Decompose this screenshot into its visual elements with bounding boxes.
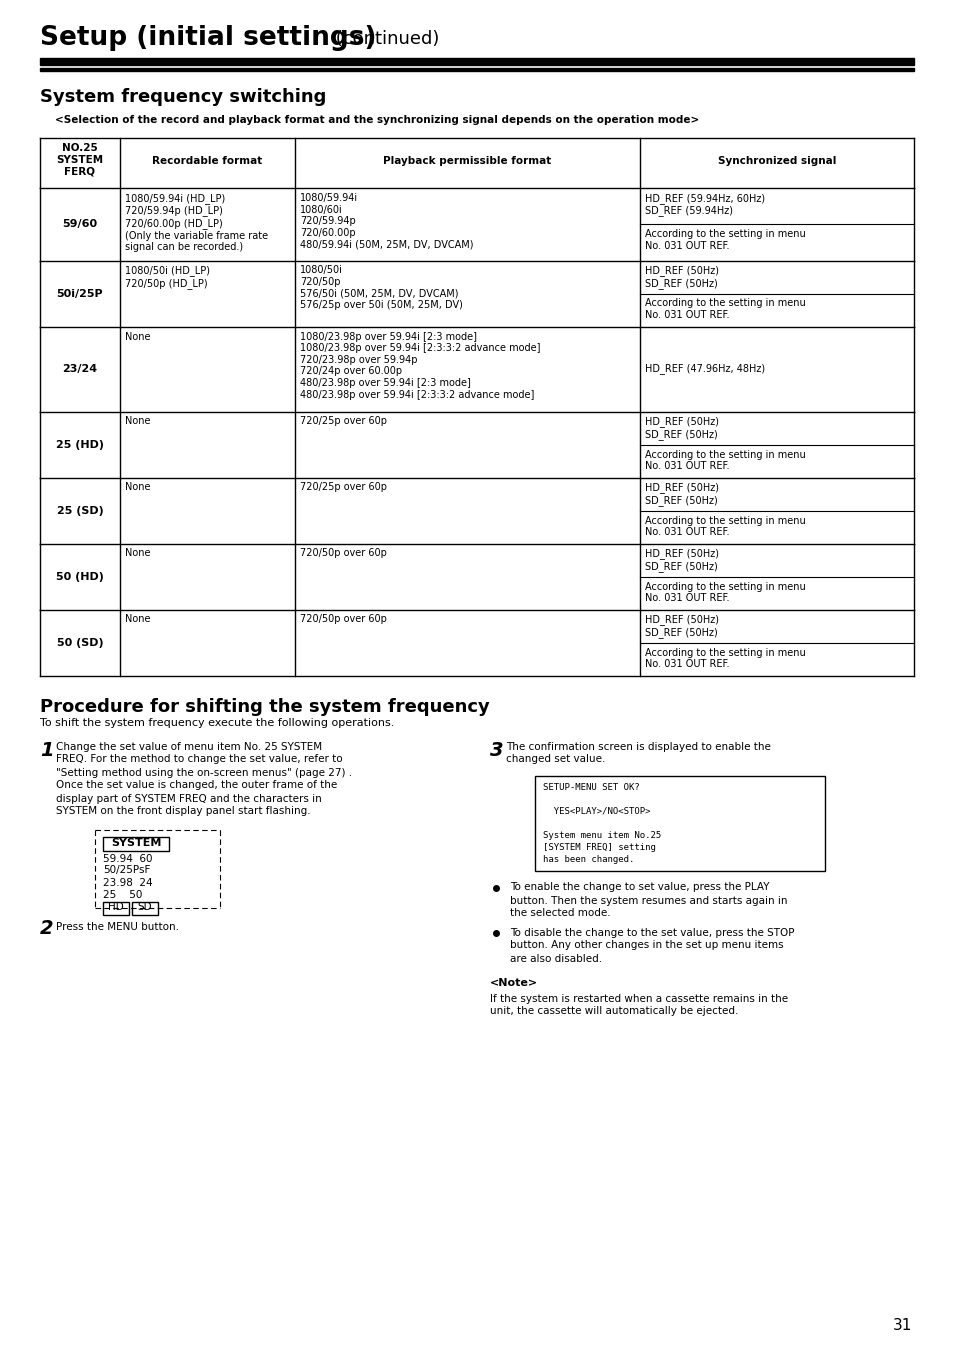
Text: (continued): (continued) <box>330 30 439 49</box>
Text: 1: 1 <box>40 742 53 761</box>
Text: 59.94  60: 59.94 60 <box>103 854 152 863</box>
Text: To enable the change to set value, press the PLAY: To enable the change to set value, press… <box>510 882 769 893</box>
Bar <box>40 68 913 70</box>
Text: 3: 3 <box>490 742 503 761</box>
Text: 50i/25P: 50i/25P <box>56 289 103 299</box>
Text: 50/25PsF: 50/25PsF <box>103 866 151 875</box>
Text: 1080/50i
720/50p
576/50i (50M, 25M, DV, DVCAM)
576/25p over 50i (50M, 25M, DV): 1080/50i 720/50p 576/50i (50M, 25M, DV, … <box>299 266 462 311</box>
Text: 720/50p over 60p: 720/50p over 60p <box>299 549 387 558</box>
Text: SD: SD <box>137 902 152 912</box>
Text: If the system is restarted when a cassette remains in the: If the system is restarted when a casset… <box>490 993 787 1004</box>
Bar <box>103 901 129 915</box>
Text: 23.98  24: 23.98 24 <box>103 878 152 888</box>
Text: are also disabled.: are also disabled. <box>510 954 601 963</box>
Text: 50 (SD): 50 (SD) <box>56 638 103 647</box>
Text: According to the setting in menu
No. 031 OUT REF.: According to the setting in menu No. 031… <box>644 581 805 603</box>
Text: 2: 2 <box>40 920 53 939</box>
Text: Setup (initial settings): Setup (initial settings) <box>40 26 376 51</box>
Text: HD_REF (59.94Hz, 60Hz)
SD_REF (59.94Hz): HD_REF (59.94Hz, 60Hz) SD_REF (59.94Hz) <box>644 193 764 216</box>
Text: display part of SYSTEM FREQ and the characters in: display part of SYSTEM FREQ and the char… <box>56 793 321 804</box>
Text: None: None <box>125 549 151 558</box>
Text: 50 (HD): 50 (HD) <box>56 571 104 581</box>
Text: 1080/59.94i
1080/60i
720/59.94p
720/60.00p
480/59.94i (50M, 25M, DV, DVCAM): 1080/59.94i 1080/60i 720/59.94p 720/60.0… <box>299 193 473 250</box>
Text: SYSTEM: SYSTEM <box>111 839 161 848</box>
Text: System frequency switching: System frequency switching <box>40 88 326 105</box>
Text: Synchronized signal: Synchronized signal <box>717 155 836 166</box>
Text: 59/60: 59/60 <box>62 219 97 230</box>
Text: None: None <box>125 482 151 493</box>
Text: "Setting method using the on-screen menus" (page 27) .: "Setting method using the on-screen menu… <box>56 767 352 777</box>
Text: 1080/59.94i (HD_LP)
720/59.94p (HD_LP)
720/60.00p (HD_LP)
(Only the variable fra: 1080/59.94i (HD_LP) 720/59.94p (HD_LP) 7… <box>125 193 268 253</box>
Text: Once the set value is changed, the outer frame of the: Once the set value is changed, the outer… <box>56 781 337 790</box>
Text: Change the set value of menu item No. 25 SYSTEM: Change the set value of menu item No. 25… <box>56 742 322 751</box>
Text: SYSTEM on the front display panel start flashing.: SYSTEM on the front display panel start … <box>56 807 311 816</box>
Text: Press the MENU button.: Press the MENU button. <box>56 923 179 932</box>
Bar <box>103 836 169 851</box>
Text: HD_REF (50Hz)
SD_REF (50Hz): HD_REF (50Hz) SD_REF (50Hz) <box>644 615 719 638</box>
Text: According to the setting in menu
No. 031 OUT REF.: According to the setting in menu No. 031… <box>644 450 805 471</box>
Text: None: None <box>125 615 151 624</box>
Text: has been changed.: has been changed. <box>542 854 634 863</box>
Text: According to the setting in menu
No. 031 OUT REF.: According to the setting in menu No. 031… <box>644 299 805 320</box>
Text: button. Any other changes in the set up menu items: button. Any other changes in the set up … <box>510 940 782 951</box>
Text: 1080/50i (HD_LP)
720/50p (HD_LP): 1080/50i (HD_LP) 720/50p (HD_LP) <box>125 266 210 289</box>
Text: 23/24: 23/24 <box>62 363 97 374</box>
Bar <box>132 901 158 915</box>
Text: 25 (SD): 25 (SD) <box>56 505 103 516</box>
Text: <Note>: <Note> <box>490 978 537 989</box>
Text: 25 (HD): 25 (HD) <box>56 439 104 450</box>
Text: unit, the cassette will automatically be ejected.: unit, the cassette will automatically be… <box>490 1006 738 1016</box>
Text: 720/25p over 60p: 720/25p over 60p <box>299 416 387 427</box>
Text: YES<PLAY>/NO<STOP>: YES<PLAY>/NO<STOP> <box>542 807 650 816</box>
Text: To disable the change to the set value, press the STOP: To disable the change to the set value, … <box>510 928 794 938</box>
Text: HD_REF (47.96Hz, 48Hz): HD_REF (47.96Hz, 48Hz) <box>644 363 764 374</box>
Text: 25    50: 25 50 <box>103 889 142 900</box>
Text: changed set value.: changed set value. <box>505 754 605 765</box>
Text: None: None <box>125 416 151 427</box>
Text: Playback permissible format: Playback permissible format <box>383 155 551 166</box>
Text: System menu item No.25: System menu item No.25 <box>542 831 660 839</box>
Text: the selected mode.: the selected mode. <box>510 908 610 919</box>
Text: HD_REF (50Hz)
SD_REF (50Hz): HD_REF (50Hz) SD_REF (50Hz) <box>644 482 719 505</box>
Text: 1080/23.98p over 59.94i [2:3 mode]
1080/23.98p over 59.94i [2:3:3:2 advance mode: 1080/23.98p over 59.94i [2:3 mode] 1080/… <box>299 331 540 400</box>
Text: To shift the system frequency execute the following operations.: To shift the system frequency execute th… <box>40 719 394 728</box>
Bar <box>535 775 824 870</box>
Text: 720/25p over 60p: 720/25p over 60p <box>299 482 387 493</box>
Text: According to the setting in menu
No. 031 OUT REF.: According to the setting in menu No. 031… <box>644 647 805 669</box>
Text: SETUP-MENU SET OK?: SETUP-MENU SET OK? <box>542 782 639 792</box>
Text: button. Then the system resumes and starts again in: button. Then the system resumes and star… <box>510 896 786 905</box>
Text: 720/50p over 60p: 720/50p over 60p <box>299 615 387 624</box>
Text: HD_REF (50Hz)
SD_REF (50Hz): HD_REF (50Hz) SD_REF (50Hz) <box>644 266 719 289</box>
Text: According to the setting in menu
No. 031 OUT REF.: According to the setting in menu No. 031… <box>644 230 805 251</box>
Text: <Selection of the record and playback format and the synchronizing signal depend: <Selection of the record and playback fo… <box>55 115 699 126</box>
Text: HD_REF (50Hz)
SD_REF (50Hz): HD_REF (50Hz) SD_REF (50Hz) <box>644 549 719 571</box>
Text: HD_REF (50Hz)
SD_REF (50Hz): HD_REF (50Hz) SD_REF (50Hz) <box>644 416 719 440</box>
Text: HD: HD <box>108 902 124 912</box>
Text: Recordable format: Recordable format <box>152 155 262 166</box>
Text: None: None <box>125 331 151 342</box>
Bar <box>40 58 913 65</box>
Text: [SYSTEM FREQ] setting: [SYSTEM FREQ] setting <box>542 843 655 851</box>
Text: According to the setting in menu
No. 031 OUT REF.: According to the setting in menu No. 031… <box>644 516 805 538</box>
Text: FREQ. For the method to change the set value, refer to: FREQ. For the method to change the set v… <box>56 754 342 765</box>
Text: The confirmation screen is displayed to enable the: The confirmation screen is displayed to … <box>505 742 770 751</box>
Text: Procedure for shifting the system frequency: Procedure for shifting the system freque… <box>40 697 489 716</box>
Text: 31: 31 <box>892 1319 911 1333</box>
Text: NO.25
SYSTEM
FERQ: NO.25 SYSTEM FERQ <box>56 143 104 176</box>
